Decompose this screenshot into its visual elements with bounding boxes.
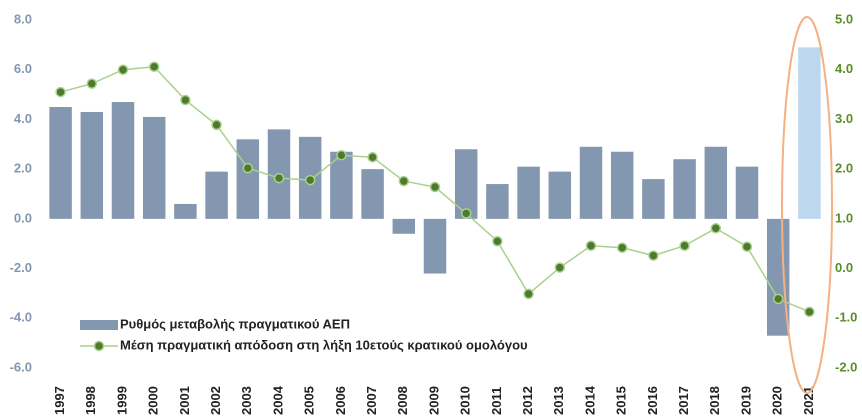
bar xyxy=(579,146,603,219)
y2-tick-label: 5.0 xyxy=(835,11,853,26)
bar xyxy=(735,166,759,219)
x-tick-label: 2005 xyxy=(302,386,317,415)
bar xyxy=(330,151,353,219)
bar xyxy=(673,159,696,219)
x-tick-label: 2001 xyxy=(177,386,192,415)
bar xyxy=(174,203,197,219)
marker xyxy=(117,64,129,75)
marker xyxy=(273,172,285,184)
plot: -6.0 -4.0 -2.0 0.0 2.0 4.0 6.0 8.0 -2.0 -1.0 0.0 1.… xyxy=(10,11,858,415)
marker xyxy=(242,162,254,174)
marker xyxy=(460,208,472,219)
bar xyxy=(80,111,104,219)
x-tick-label: 2008 xyxy=(395,386,410,415)
bar xyxy=(392,218,416,234)
y-tick-label: 4.0 xyxy=(14,111,32,126)
y-tick-label: -6.0 xyxy=(10,359,32,374)
bar xyxy=(766,218,790,336)
x-tick-label: 2020 xyxy=(770,386,785,415)
y-tick-label: 0.0 xyxy=(14,210,32,225)
marker xyxy=(554,262,566,273)
marker xyxy=(148,61,160,72)
marker xyxy=(429,181,441,193)
legend-marker xyxy=(93,340,105,352)
marker xyxy=(336,149,347,161)
marker xyxy=(180,94,191,106)
y2-tick-label: 4.0 xyxy=(835,61,853,76)
y2-tick-label: -1.0 xyxy=(835,310,857,325)
x-tick-label: 2011 xyxy=(489,387,504,415)
bar xyxy=(142,116,166,219)
x-tick-label: 1997 xyxy=(52,386,67,415)
x-tick-label: 1998 xyxy=(83,386,98,415)
x-tick-label: 2010 xyxy=(458,386,473,415)
bar xyxy=(361,169,384,219)
x-tick-label: 2019 xyxy=(738,386,753,415)
y-tick-label: -4.0 xyxy=(10,310,32,325)
marker xyxy=(211,119,222,131)
marker xyxy=(741,241,753,252)
bar xyxy=(548,171,572,219)
marker xyxy=(86,78,98,89)
x-tick-label: 2014 xyxy=(582,385,597,415)
y2-tick-label: 0.0 xyxy=(835,260,853,275)
x-tick-label: 2013 xyxy=(551,386,566,415)
y-tick-label: -2.0 xyxy=(10,260,32,275)
bar xyxy=(610,151,634,219)
marker xyxy=(616,242,628,253)
x-tick-label: 2012 xyxy=(520,386,535,415)
legend-label: Μέση πραγματική απόδοση στη λήξη 10ετούς… xyxy=(120,337,528,352)
marker xyxy=(679,240,690,251)
x-tick-label: 2003 xyxy=(239,386,254,415)
y2-tick-label: -2.0 xyxy=(835,359,857,374)
x-tick-label: 2007 xyxy=(364,386,379,415)
x-tick-label: 2017 xyxy=(676,386,691,415)
marker xyxy=(804,306,815,318)
bar xyxy=(49,107,72,219)
bar xyxy=(704,146,728,219)
marker xyxy=(304,174,316,186)
marker xyxy=(710,223,722,234)
marker xyxy=(648,250,659,261)
bar xyxy=(236,139,260,219)
x-tick-label: 2004 xyxy=(270,385,285,415)
bar xyxy=(423,218,447,274)
legend-swatch xyxy=(80,320,118,330)
x-tick-label: 2006 xyxy=(333,386,348,415)
marker xyxy=(367,151,378,163)
y-tick-label: 6.0 xyxy=(14,61,32,76)
marker xyxy=(55,86,66,98)
y2-tick-label: 1.0 xyxy=(835,210,853,225)
marker xyxy=(523,288,534,300)
x-tick-label: 2009 xyxy=(426,386,441,415)
bar xyxy=(111,102,135,219)
x-tick-label: 1999 xyxy=(114,386,129,415)
bar xyxy=(798,47,821,219)
x-tick-label: 2002 xyxy=(208,386,223,415)
x-tick-label: 2016 xyxy=(645,386,660,415)
bar xyxy=(454,149,478,219)
x-tick-label: 2015 xyxy=(614,386,629,415)
marker xyxy=(492,235,503,247)
bar xyxy=(205,171,228,219)
bar xyxy=(642,179,665,219)
highlight-ellipse xyxy=(781,16,833,394)
x-tick-label: 2018 xyxy=(707,386,722,415)
marker xyxy=(772,293,784,305)
y-tick-label: 8.0 xyxy=(14,11,32,26)
bar xyxy=(517,166,540,219)
marker xyxy=(585,240,597,251)
y2-tick-label: 3.0 xyxy=(835,111,853,126)
x-tick-label: 2000 xyxy=(146,386,161,415)
bar xyxy=(486,184,509,219)
y-tick-label: 2.0 xyxy=(14,161,32,176)
y2-tick-label: 2.0 xyxy=(835,161,853,176)
marker xyxy=(398,175,410,187)
legend-label: Ρυθμός μεταβολής πραγματικού ΑΕΠ xyxy=(120,316,350,331)
